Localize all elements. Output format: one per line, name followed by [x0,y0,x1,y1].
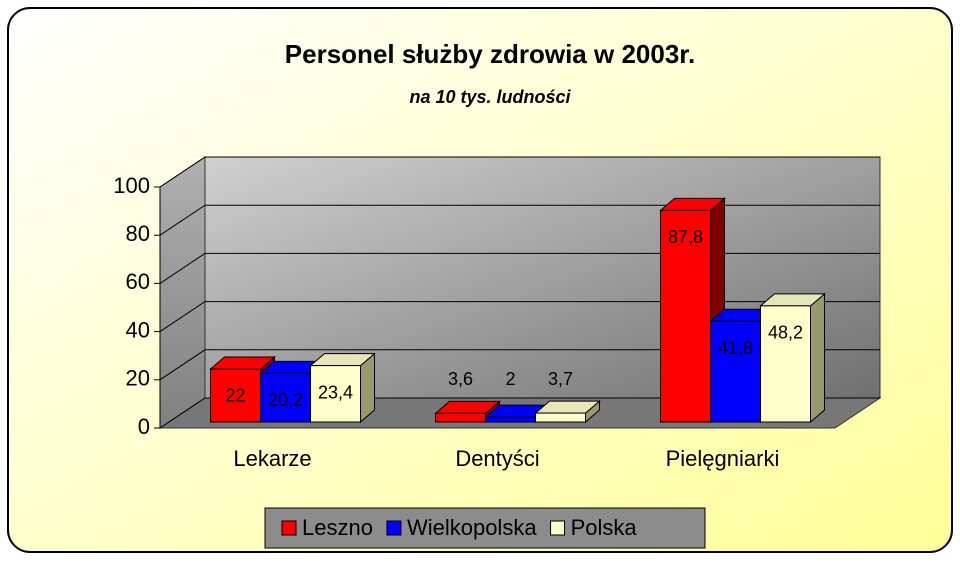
y-tick-label: 60 [126,269,150,294]
data-label: 23,4 [318,382,353,402]
x-tick-label: Lekarze [233,446,311,471]
data-label: 2 [505,369,515,389]
side-wall [159,156,206,429]
grid-line [159,156,880,188]
y-tick-label: 40 [126,317,150,342]
legend-label: Wielkopolska [407,515,537,540]
legend-swatch [386,520,402,536]
plot [159,156,880,429]
bar [310,365,361,423]
legend [264,507,706,549]
data-label: 41,8 [718,338,753,358]
y-tick-label: 20 [126,366,150,391]
y-tick-label: 0 [138,414,150,439]
legend-swatch [550,520,566,536]
legend-swatch [281,520,297,536]
bar [435,412,486,423]
bar [710,320,761,423]
x-tick-label: Dentyści [455,446,539,471]
data-label: 22 [225,386,245,406]
grid-line [159,301,880,333]
grid-line [159,397,880,429]
bar-side [810,292,825,424]
bar [535,412,586,423]
data-label: 20,2 [268,390,303,410]
grid-line [159,252,880,284]
grid-line [159,204,880,236]
chart-title: Personel służby zdrowia w 2003r. [285,39,695,69]
y-tick-label: 80 [126,221,150,246]
data-label: 48,2 [768,323,803,343]
grid-line [159,349,880,381]
legend-label: Leszno [302,515,373,540]
chart-subtitle: na 10 tys. ludności [409,87,571,107]
data-label: 3,6 [448,369,473,389]
y-tick-label: 100 [113,173,150,198]
bar [760,305,811,423]
bar [485,416,536,423]
data-label: 3,7 [548,369,573,389]
legend-label: Polska [571,515,638,540]
x-tick-label: Pielęgniarki [666,446,780,471]
bar [260,372,311,423]
bar [660,209,711,423]
data-label: 87,8 [668,227,703,247]
